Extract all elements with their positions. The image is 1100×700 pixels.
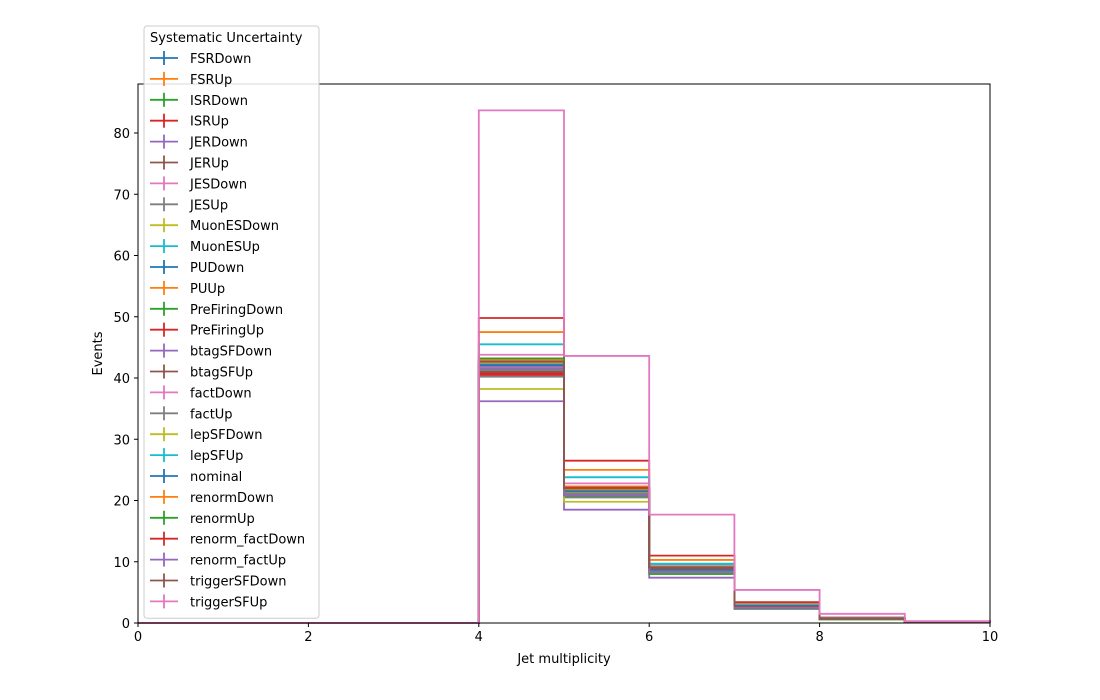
- legend-label: btagSFDown: [190, 345, 272, 360]
- legend-label: btagSFUp: [190, 366, 253, 381]
- x-tick-label: 4: [475, 630, 483, 645]
- legend-label: JERDown: [189, 136, 248, 151]
- legend-label: renorm_factUp: [190, 554, 286, 569]
- y-tick-label: 60: [113, 250, 130, 265]
- legend-label: renormUp: [190, 512, 255, 527]
- y-tick-label: 40: [113, 372, 130, 387]
- legend-label: MuonESDown: [190, 219, 279, 234]
- legend-item: renormUp: [150, 510, 255, 527]
- legend-item: lepSFDown: [150, 427, 262, 443]
- legend-item: renorm_factDown: [150, 531, 305, 548]
- legend-item: PreFiringUp: [150, 322, 264, 339]
- x-tick-label: 0: [134, 630, 142, 645]
- legend-item: btagSFDown: [150, 343, 272, 360]
- legend: Systematic Uncertainty FSRDown FSRUp ISRDo…: [143, 25, 320, 619]
- legend-item: ISRUp: [150, 113, 229, 130]
- legend-item: MuonESUp: [150, 239, 260, 255]
- legend-label: JESUp: [189, 198, 228, 213]
- legend-label: renorm_factDown: [190, 533, 305, 548]
- legend-label: JERUp: [189, 157, 229, 172]
- axes-frame: [137, 83, 991, 624]
- legend-label: lepSFUp: [190, 449, 243, 464]
- legend-item: FSRDown: [150, 51, 251, 67]
- legend-item: JERDown: [150, 134, 248, 151]
- legend-item: btagSFUp: [150, 364, 253, 381]
- legend-item: FSRUp: [150, 71, 232, 88]
- y-tick-label: 30: [113, 433, 130, 448]
- legend-label: triggerSFDown: [190, 575, 286, 590]
- legend-item: JESUp: [150, 197, 228, 213]
- legend-item: MuonESDown: [150, 218, 279, 234]
- legend-label: nominal: [190, 470, 242, 485]
- legend-label: JESDown: [189, 177, 247, 192]
- legend-box: [143, 25, 320, 619]
- legend-item: triggerSFUp: [150, 594, 267, 610]
- legend-label: PUUp: [190, 282, 225, 297]
- legend-label: renormDown: [190, 491, 274, 506]
- y-tick-label: 50: [113, 311, 130, 326]
- y-tick-label: 10: [113, 556, 130, 571]
- y-tick-label: 20: [113, 495, 130, 510]
- x-tick-label: 8: [815, 630, 823, 645]
- legend-entries: FSRDown FSRUp ISRDown ISRUp JERDown JERUp JESD…: [150, 51, 305, 610]
- x-tick-label: 6: [645, 630, 653, 645]
- legend-label: factUp: [190, 407, 233, 422]
- legend-item: lepSFUp: [150, 448, 243, 464]
- legend-title: Systematic Uncertainty: [150, 31, 303, 46]
- legend-label: lepSFDown: [190, 428, 262, 443]
- legend-item: JESDown: [150, 176, 247, 192]
- legend-label: factDown: [190, 386, 252, 401]
- legend-label: PreFiringDown: [190, 303, 283, 318]
- legend-item: factUp: [150, 406, 233, 422]
- legend-item: PUDown: [150, 260, 244, 276]
- y-tick-label: 0: [122, 617, 130, 632]
- legend-label: ISRUp: [190, 115, 229, 130]
- legend-item: PreFiringDown: [150, 301, 283, 318]
- legend-item: PUUp: [150, 280, 225, 297]
- y-tick-label: 70: [113, 188, 130, 203]
- legend-label: triggerSFUp: [190, 595, 267, 610]
- x-axis-label: Jet multiplicity: [516, 652, 611, 667]
- legend-item: renormDown: [150, 489, 274, 506]
- legend-label: PreFiringUp: [190, 324, 264, 339]
- legend-item: nominal: [150, 469, 242, 485]
- legend-label: FSRUp: [190, 73, 232, 88]
- y-axis-ticks: 0 10 20 30 40 50 60 70 80: [113, 127, 138, 632]
- x-axis-ticks: 0 2 4 6 8 10: [134, 623, 998, 645]
- legend-item: factDown: [150, 385, 252, 401]
- legend-item: triggerSFDown: [150, 573, 286, 590]
- x-tick-label: 2: [304, 630, 312, 645]
- legend-label: MuonESUp: [190, 240, 260, 255]
- y-tick-label: 80: [113, 127, 130, 142]
- legend-item: renorm_factUp: [150, 552, 286, 569]
- legend-label: FSRDown: [190, 52, 251, 67]
- legend-item: ISRDown: [150, 92, 248, 109]
- legend-item: JERUp: [150, 155, 229, 172]
- legend-label: PUDown: [190, 261, 244, 276]
- y-axis-label: Events: [91, 331, 106, 375]
- x-tick-label: 10: [982, 630, 999, 645]
- legend-label: ISRDown: [190, 94, 248, 109]
